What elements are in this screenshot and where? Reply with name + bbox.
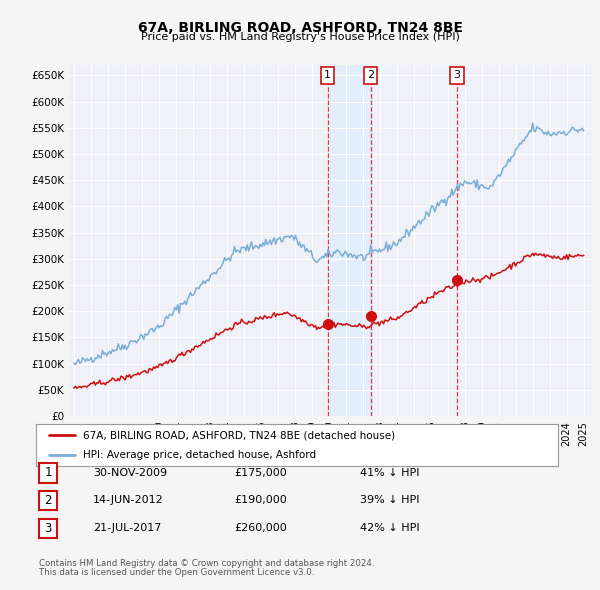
Text: This data is licensed under the Open Government Licence v3.0.: This data is licensed under the Open Gov…	[39, 568, 314, 577]
Text: 67A, BIRLING ROAD, ASHFORD, TN24 8BE: 67A, BIRLING ROAD, ASHFORD, TN24 8BE	[137, 21, 463, 35]
Text: Price paid vs. HM Land Registry's House Price Index (HPI): Price paid vs. HM Land Registry's House …	[140, 32, 460, 42]
Text: 14-JUN-2012: 14-JUN-2012	[93, 496, 164, 505]
Text: 1: 1	[324, 70, 331, 80]
Text: Contains HM Land Registry data © Crown copyright and database right 2024.: Contains HM Land Registry data © Crown c…	[39, 559, 374, 568]
Bar	[328, 65, 371, 416]
Text: 2: 2	[367, 70, 374, 80]
Text: 30-NOV-2009: 30-NOV-2009	[93, 468, 167, 477]
Text: 3: 3	[44, 522, 52, 535]
Text: £190,000: £190,000	[234, 496, 287, 505]
Text: 2: 2	[44, 494, 52, 507]
Text: HPI: Average price, detached house, Ashford: HPI: Average price, detached house, Ashf…	[83, 450, 316, 460]
Text: £175,000: £175,000	[234, 468, 287, 477]
Text: 1: 1	[44, 466, 52, 480]
Text: 42% ↓ HPI: 42% ↓ HPI	[360, 523, 419, 533]
Text: 67A, BIRLING ROAD, ASHFORD, TN24 8BE (detached house): 67A, BIRLING ROAD, ASHFORD, TN24 8BE (de…	[83, 430, 395, 440]
Text: £260,000: £260,000	[234, 523, 287, 533]
Text: 3: 3	[454, 70, 461, 80]
Text: 39% ↓ HPI: 39% ↓ HPI	[360, 496, 419, 505]
Text: 21-JUL-2017: 21-JUL-2017	[93, 523, 161, 533]
Text: 41% ↓ HPI: 41% ↓ HPI	[360, 468, 419, 477]
